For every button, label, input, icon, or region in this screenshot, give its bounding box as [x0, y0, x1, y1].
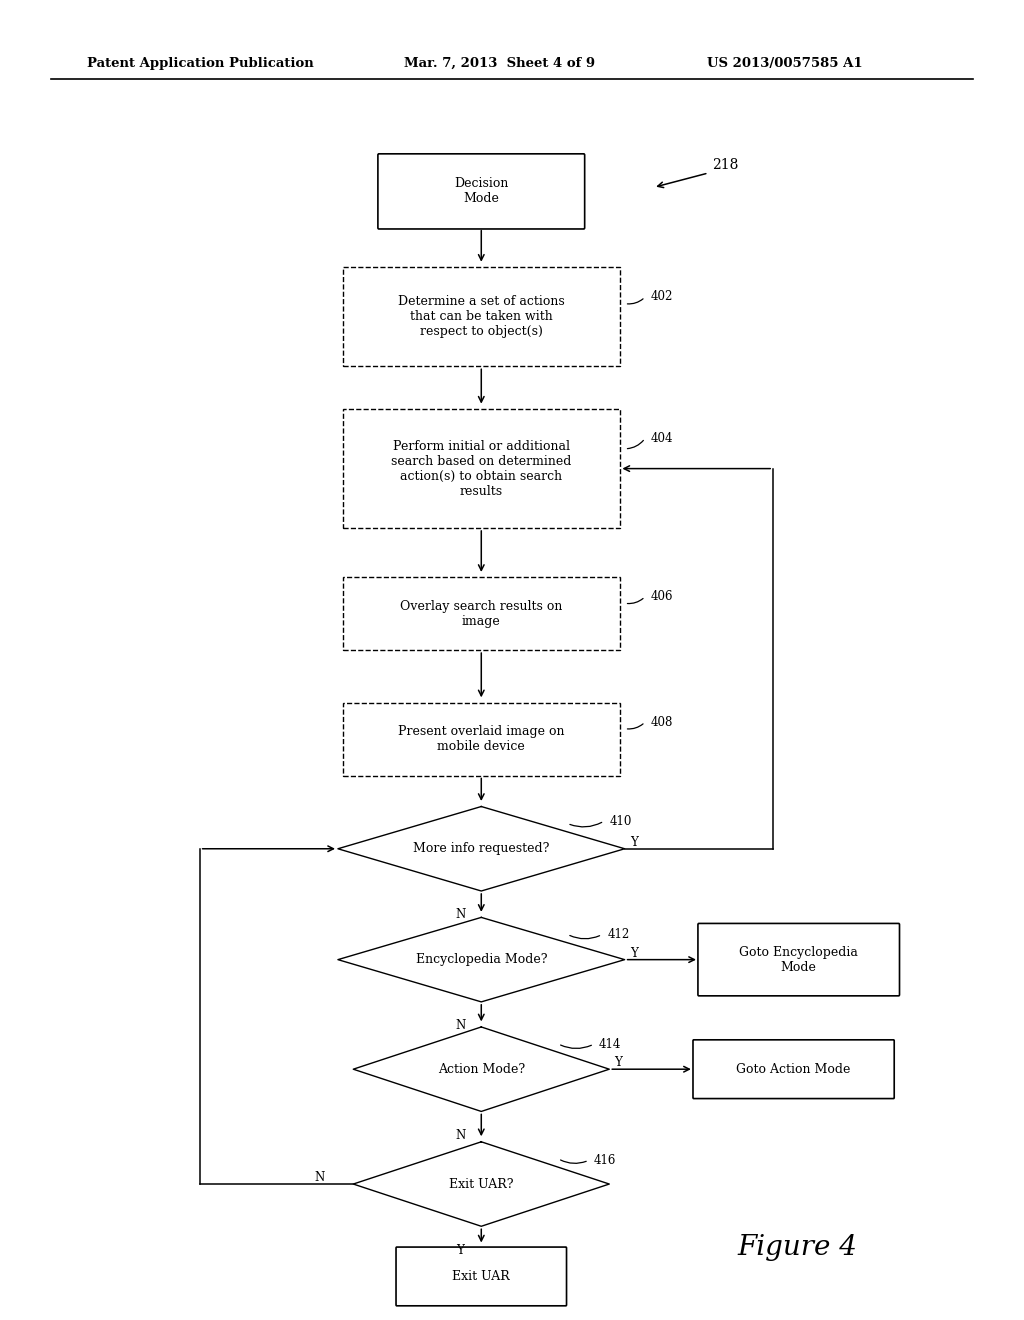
Text: Exit UAR: Exit UAR: [453, 1270, 510, 1283]
Text: Encyclopedia Mode?: Encyclopedia Mode?: [416, 953, 547, 966]
Text: 402: 402: [650, 290, 673, 304]
Text: 412: 412: [607, 928, 630, 941]
Text: Y: Y: [614, 1056, 623, 1069]
Text: Y: Y: [630, 836, 638, 849]
Text: Action Mode?: Action Mode?: [437, 1063, 525, 1076]
Text: 410: 410: [609, 814, 632, 828]
Text: Mar. 7, 2013  Sheet 4 of 9: Mar. 7, 2013 Sheet 4 of 9: [404, 57, 596, 70]
Polygon shape: [338, 807, 625, 891]
Text: 408: 408: [650, 715, 673, 729]
Bar: [343, 702, 620, 776]
Polygon shape: [353, 1142, 609, 1226]
Text: Figure 4: Figure 4: [737, 1234, 857, 1261]
FancyBboxPatch shape: [378, 154, 585, 228]
Text: Overlay search results on
image: Overlay search results on image: [400, 599, 562, 628]
Text: Decision
Mode: Decision Mode: [454, 177, 509, 206]
Text: More info requested?: More info requested?: [413, 842, 550, 855]
Text: Y: Y: [456, 1243, 464, 1257]
Text: N: N: [314, 1171, 325, 1184]
Text: Present overlaid image on
mobile device: Present overlaid image on mobile device: [398, 725, 564, 754]
Text: N: N: [456, 1129, 466, 1142]
Text: 414: 414: [599, 1038, 622, 1051]
Text: Determine a set of actions
that can be taken with
respect to object(s): Determine a set of actions that can be t…: [398, 296, 564, 338]
Bar: [343, 267, 620, 366]
Text: N: N: [456, 908, 466, 921]
Polygon shape: [338, 917, 625, 1002]
Text: Goto Encyclopedia
Mode: Goto Encyclopedia Mode: [739, 945, 858, 974]
Text: 218: 218: [712, 158, 738, 172]
Text: Patent Application Publication: Patent Application Publication: [87, 57, 313, 70]
Text: Perform initial or additional
search based on determined
action(s) to obtain sea: Perform initial or additional search bas…: [391, 440, 571, 498]
Text: Y: Y: [630, 946, 638, 960]
Bar: [343, 409, 620, 528]
FancyBboxPatch shape: [396, 1247, 566, 1305]
Text: US 2013/0057585 A1: US 2013/0057585 A1: [707, 57, 862, 70]
Text: Goto Action Mode: Goto Action Mode: [736, 1063, 851, 1076]
Polygon shape: [353, 1027, 609, 1111]
FancyBboxPatch shape: [698, 924, 899, 995]
Text: 406: 406: [650, 590, 673, 603]
Text: Exit UAR?: Exit UAR?: [450, 1177, 513, 1191]
Bar: [343, 577, 620, 649]
Text: 404: 404: [650, 432, 673, 445]
FancyBboxPatch shape: [693, 1040, 894, 1098]
Text: 416: 416: [594, 1154, 616, 1167]
Text: N: N: [456, 1019, 466, 1032]
